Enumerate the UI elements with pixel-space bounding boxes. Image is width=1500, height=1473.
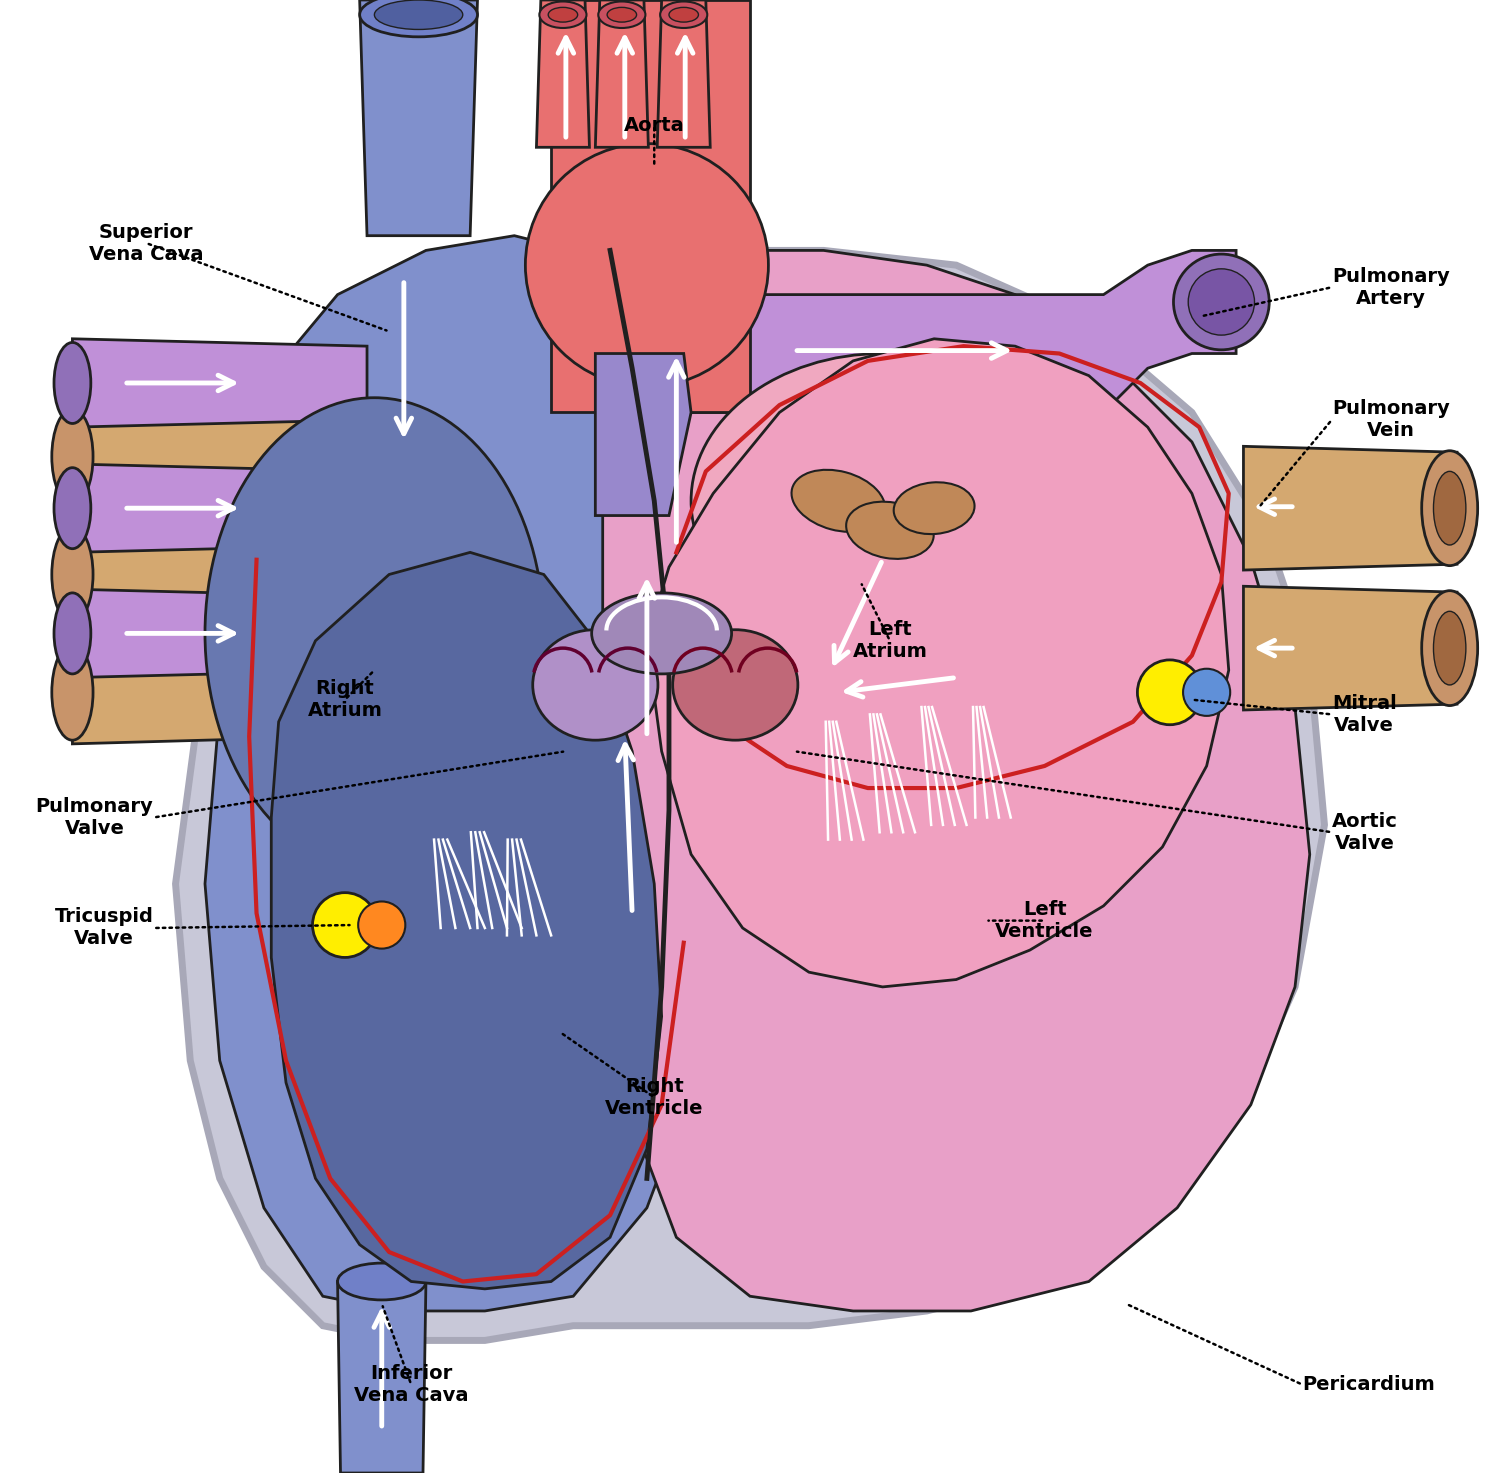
Polygon shape [550, 0, 750, 412]
Polygon shape [1244, 586, 1456, 710]
Polygon shape [657, 0, 710, 147]
Ellipse shape [54, 468, 92, 549]
Ellipse shape [672, 630, 798, 739]
Ellipse shape [206, 398, 544, 869]
Polygon shape [72, 339, 368, 427]
Ellipse shape [669, 7, 699, 22]
Text: Mitral
Valve: Mitral Valve [1332, 694, 1396, 735]
Ellipse shape [338, 1264, 426, 1299]
Polygon shape [72, 405, 338, 508]
Text: Tricuspid
Valve: Tricuspid Valve [54, 907, 153, 949]
Ellipse shape [846, 502, 933, 558]
Ellipse shape [532, 630, 658, 739]
Ellipse shape [1188, 268, 1254, 334]
Text: Right
Atrium: Right Atrium [308, 679, 382, 720]
Text: Left
Ventricle: Left Ventricle [996, 900, 1094, 941]
Ellipse shape [591, 594, 732, 675]
Circle shape [358, 901, 405, 949]
Polygon shape [272, 552, 662, 1289]
Circle shape [1137, 660, 1202, 725]
Polygon shape [72, 523, 338, 626]
Ellipse shape [692, 354, 1074, 648]
Polygon shape [206, 236, 706, 1311]
Text: Aorta: Aorta [624, 116, 684, 134]
Ellipse shape [608, 7, 636, 22]
Ellipse shape [53, 645, 93, 739]
Ellipse shape [1434, 471, 1466, 545]
Ellipse shape [598, 1, 645, 28]
Ellipse shape [548, 7, 578, 22]
Polygon shape [72, 464, 368, 552]
Ellipse shape [1422, 451, 1478, 566]
Ellipse shape [525, 144, 768, 387]
Polygon shape [603, 236, 1310, 1311]
Text: Pulmonary
Vein: Pulmonary Vein [1332, 399, 1449, 440]
Text: Pericardium: Pericardium [1302, 1376, 1436, 1393]
Circle shape [312, 893, 378, 957]
Ellipse shape [54, 343, 92, 424]
Ellipse shape [894, 482, 975, 535]
Ellipse shape [1173, 253, 1269, 349]
Ellipse shape [360, 0, 477, 37]
Ellipse shape [660, 1, 708, 28]
Polygon shape [596, 0, 648, 147]
Ellipse shape [1422, 591, 1478, 706]
Ellipse shape [53, 527, 93, 622]
Ellipse shape [53, 409, 93, 504]
Polygon shape [338, 1282, 426, 1473]
Text: Aortic
Valve: Aortic Valve [1332, 812, 1398, 853]
Polygon shape [360, 0, 477, 236]
Ellipse shape [1434, 611, 1466, 685]
Text: Pulmonary
Artery: Pulmonary Artery [1332, 267, 1449, 308]
Polygon shape [1244, 446, 1456, 570]
Polygon shape [646, 339, 1228, 987]
Text: Superior
Vena Cava: Superior Vena Cava [88, 222, 204, 264]
Ellipse shape [375, 0, 464, 29]
Polygon shape [537, 0, 590, 147]
Text: Pulmonary
Valve: Pulmonary Valve [36, 797, 153, 838]
Ellipse shape [792, 470, 885, 532]
Polygon shape [72, 589, 368, 678]
Polygon shape [603, 250, 1236, 412]
Text: Left
Atrium: Left Atrium [852, 620, 927, 661]
Ellipse shape [54, 594, 92, 675]
Polygon shape [72, 641, 338, 744]
Polygon shape [176, 250, 1324, 1340]
Text: Right
Ventricle: Right Ventricle [604, 1077, 703, 1118]
Circle shape [1184, 669, 1230, 716]
Text: Inferior
Vena Cava: Inferior Vena Cava [354, 1364, 468, 1405]
Polygon shape [596, 354, 692, 516]
Ellipse shape [540, 1, 586, 28]
